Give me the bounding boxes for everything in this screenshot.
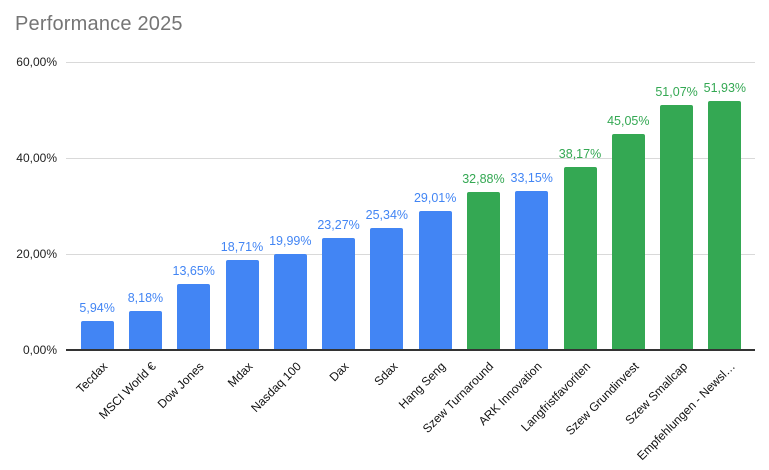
bar-nasdaq-100[interactable] [273,254,307,350]
bar-ark-innovation[interactable] [515,190,549,350]
bar-value-label-langfristfavoriten: 38,17% [558,146,602,161]
bar-value-label-szew-turnaround: 32,88% [462,172,505,187]
bar-hang-seng[interactable] [418,210,452,350]
bar-sdax[interactable] [370,228,404,350]
bar-dax[interactable] [322,238,356,350]
bar-value-label-szew-grundinvest: 45,05% [607,113,650,128]
gridline-20pct [66,254,755,255]
bar-value-label-nasdaq-100: 19,99% [269,234,312,249]
bar-value-label-mdax: 18,71% [220,240,264,255]
bar-value-label-dow-jones: 13,65% [172,264,215,279]
chart-title: Performance 2025 [15,13,183,35]
x-axis-baseline [66,349,755,351]
bar-value-label-ark-innovation: 33,15% [510,170,553,185]
y-axis-tick-label: 20,00% [16,247,57,261]
bar-mdax[interactable] [225,260,259,350]
x-axis-label-empfehlungen-newsl: Empfehlungen - Newsl… [634,359,739,464]
y-axis-tick-label: 60,00% [16,55,57,69]
gridline-60pct [66,62,755,63]
bar-szew-grundinvest[interactable] [611,133,645,350]
y-axis-tick-label: 0,00% [22,343,57,357]
bar-dow-jones[interactable] [177,284,211,350]
bar-szew-turnaround[interactable] [466,192,500,350]
x-axis-label-dow-jones: Dow Jones [155,359,207,412]
y-axis-tick-label: 40,00% [16,151,57,165]
bar-value-label-empfehlungen-newsl: 51,93% [703,80,747,95]
x-axis-label-sdax: Sdax [370,359,401,389]
x-axis-label-dax: Dax [326,359,352,385]
bar-empfehlungen-newsl[interactable] [708,100,742,350]
x-axis-label-nasdaq-100: Nasdaq 100 [247,359,304,415]
bar-value-label-tecdax: 5,94% [79,301,115,316]
bar-value-label-dax: 23,27% [317,218,360,233]
bar-langfristfavoriten[interactable] [563,166,597,350]
bar-value-label-szew-smallcap: 51,07% [655,84,698,99]
x-axis-label-tecdax: Tecdax [73,359,111,397]
bar-szew-smallcap[interactable] [660,104,694,350]
bar-value-label-hang-seng: 29,01% [413,190,457,205]
gridline-40pct [66,158,755,159]
bar-value-label-msci-world: 8,18% [127,290,164,305]
bar-value-label-sdax: 25,34% [365,208,409,223]
bar-tecdax[interactable] [80,321,114,350]
plot-area[interactable] [66,62,755,350]
bar-msci-world[interactable] [128,310,162,350]
x-axis-label-mdax: Mdax [224,359,256,390]
